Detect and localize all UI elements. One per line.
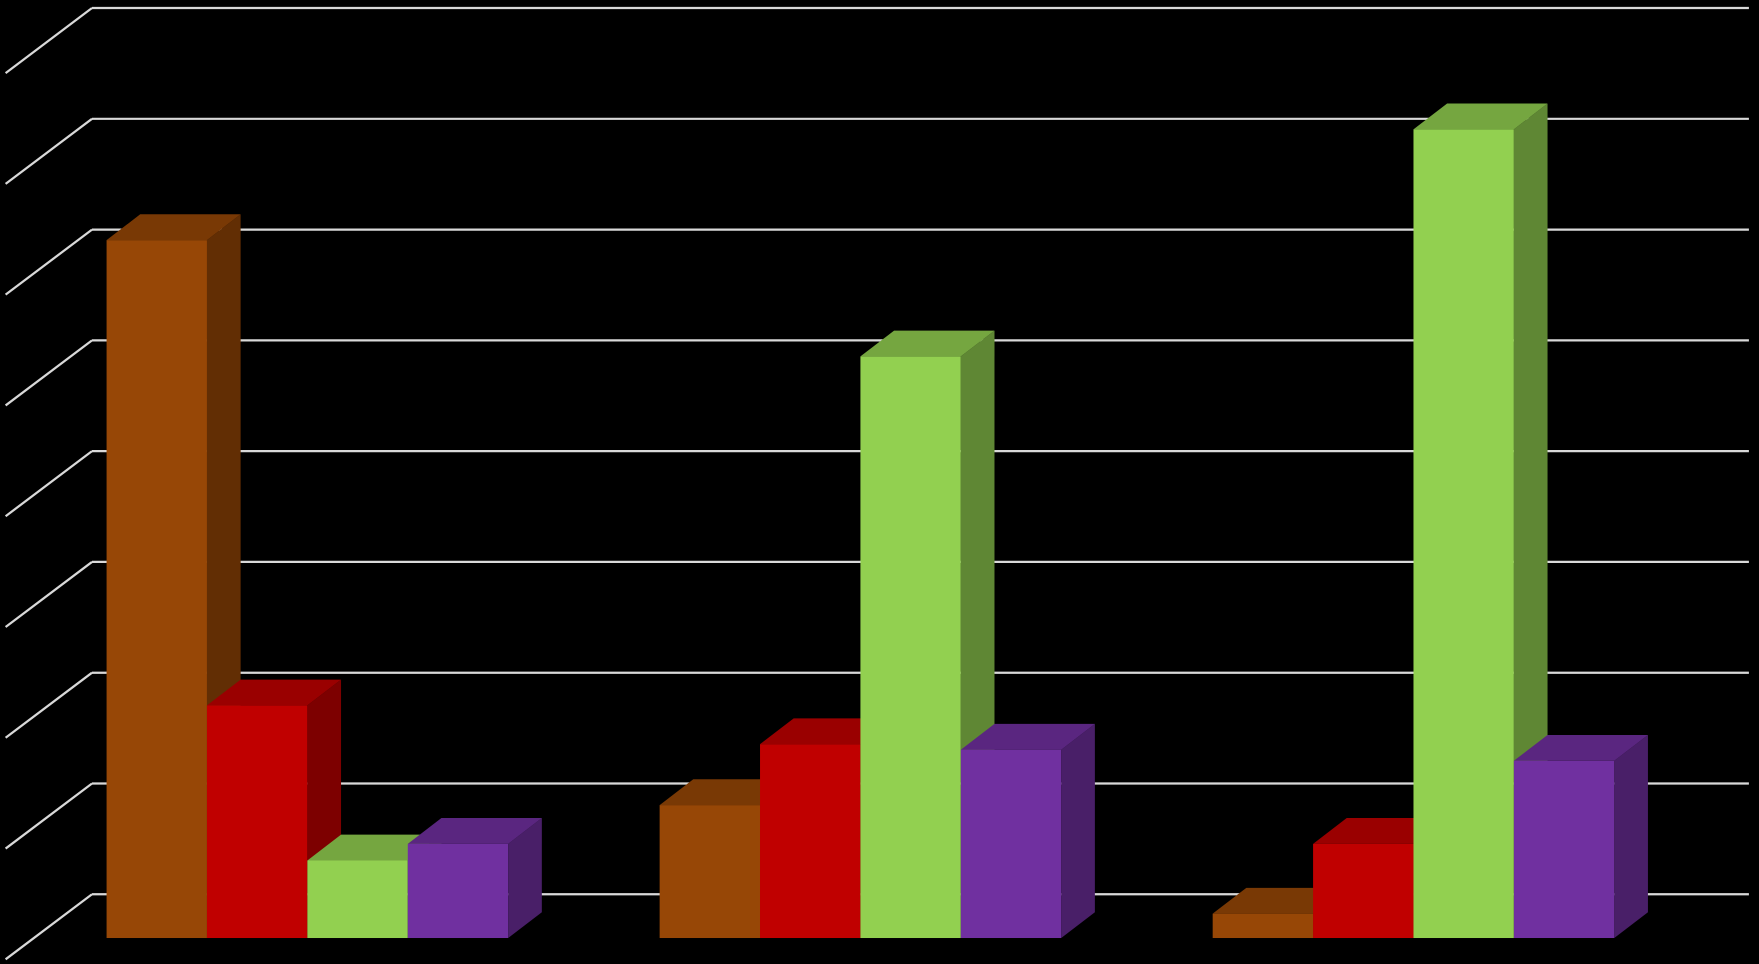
bar-side — [1614, 734, 1648, 939]
bar-top — [206, 679, 342, 706]
grid-line-side — [4, 782, 93, 850]
grid-line-side — [4, 7, 93, 74]
bar-front — [659, 805, 761, 939]
bar-front — [206, 705, 308, 939]
bar-top — [106, 214, 241, 241]
bar-front — [1313, 843, 1414, 939]
grid-line-side — [4, 339, 93, 407]
grid-line-side — [4, 450, 93, 518]
bar-front — [307, 860, 408, 939]
bar-front — [960, 749, 1062, 939]
bar-front — [1212, 913, 1314, 939]
bar-top — [960, 723, 1095, 750]
grid-line-side — [4, 117, 93, 185]
bar-front — [1413, 129, 1514, 939]
bar-top — [407, 818, 542, 844]
bar-top — [860, 330, 995, 357]
grid-line-side — [4, 561, 93, 628]
bar-top — [1413, 103, 1548, 130]
bar-front — [760, 744, 861, 939]
bar-side — [1513, 103, 1548, 939]
bar-front — [106, 240, 207, 939]
grid-line-side — [4, 228, 93, 296]
bar-top — [1513, 734, 1648, 761]
bar-front — [407, 843, 509, 939]
bar-front — [1513, 760, 1615, 939]
bar-front — [860, 356, 961, 939]
bar-side — [508, 818, 542, 939]
grid-line-side — [4, 893, 93, 961]
grid-line-side — [4, 671, 93, 739]
bar-side — [1061, 723, 1095, 939]
